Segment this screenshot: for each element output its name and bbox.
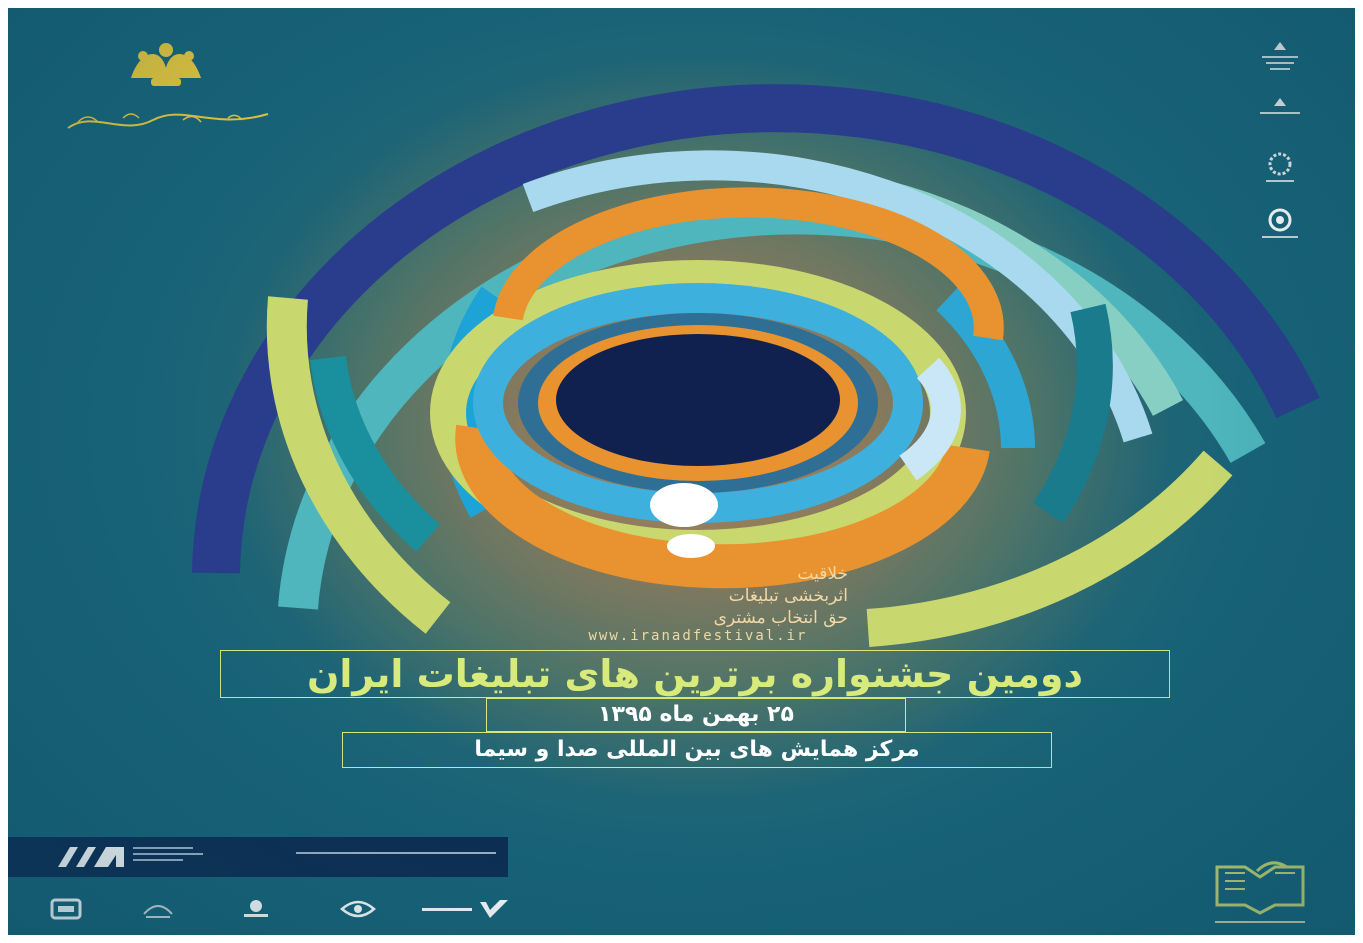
date-frame (486, 698, 906, 732)
government-emblem-icon (1250, 94, 1310, 134)
festival-calligraphy-icon (67, 113, 269, 129)
orange-arc-top (493, 187, 1004, 341)
blue-arc-right (936, 285, 1035, 449)
dark-teal-arc (1033, 303, 1113, 524)
sponsor-logos (48, 896, 518, 922)
sponsor-logo-icon (143, 905, 173, 918)
book-organization-logo-icon (1215, 861, 1305, 915)
festival-date: ۲۵ بهمن ماه ۱۳۹۵ (598, 702, 794, 727)
organization-logo (1205, 853, 1315, 928)
white-dot-small (667, 534, 715, 558)
website-link[interactable]: www.iranadfestival.ir (588, 628, 808, 644)
white-dot-large (650, 483, 718, 527)
slogan: خلاقیت اثربخشی تبلیغات حق انتخاب مشتری (528, 563, 848, 629)
slogan-line: اثربخشی تبلیغات (728, 586, 848, 606)
orange-arc (455, 424, 990, 589)
festival-title: دومین جشنواره برترین های تبلیغات ایران (306, 652, 1084, 696)
festival-mark-icon (131, 43, 201, 86)
sponsor-logo-icon (244, 900, 268, 917)
lime-arc-right (866, 450, 1233, 647)
core-center (556, 334, 840, 466)
iaa-banner (8, 837, 508, 877)
festival-venue: مرکز همایش های بین المللی صدا و سیما (474, 737, 920, 762)
deep-teal-arc (310, 355, 440, 552)
lime-arc-left (266, 296, 451, 634)
iaa-persian-text-icon (296, 849, 496, 861)
organization-caption-icon (1205, 919, 1315, 927)
festival-logo (63, 38, 283, 138)
venue-frame (342, 732, 1052, 768)
sponsor-emblems (1250, 38, 1320, 262)
title-frame (220, 650, 1170, 698)
sponsor-logo-icon (50, 898, 82, 920)
iaa-logo-icon (58, 847, 124, 867)
brand-logo-icon (422, 900, 508, 918)
slogan-line: خلاقیت (797, 564, 848, 584)
circular-seal-icon (1250, 206, 1310, 246)
pale-arc (899, 357, 961, 481)
iaa-tagline-icon (133, 845, 213, 869)
festival-poster: خلاقیت اثربخشی تبلیغات حق انتخاب مشتری w… (8, 8, 1355, 935)
slogan-line: حق انتخاب مشتری (713, 608, 848, 628)
eye-logo-icon (340, 900, 376, 918)
concentric-rings-graphic (192, 84, 1320, 647)
government-emblem-icon (1250, 38, 1310, 78)
ornament-emblem-icon (1250, 150, 1310, 190)
